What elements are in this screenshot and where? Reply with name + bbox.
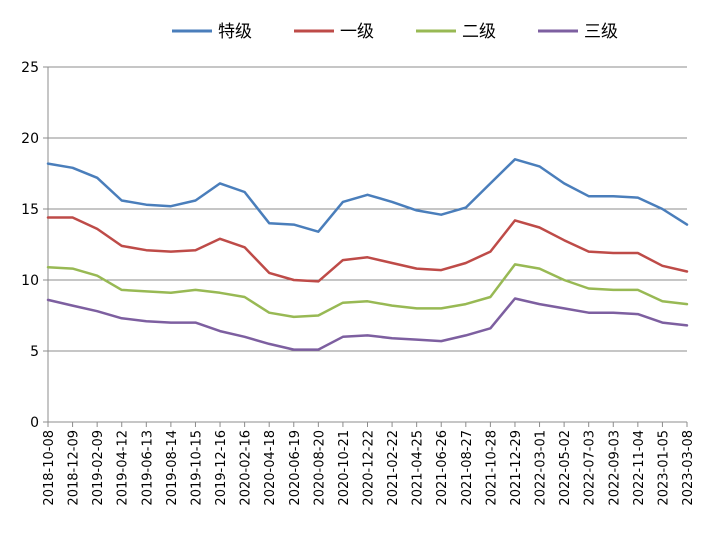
series-line xyxy=(46,297,689,351)
x-tick-label: 2018-12-09 xyxy=(67,430,82,506)
x-tick-label: 2020-04-18 xyxy=(263,430,278,506)
y-tick-label: 5 xyxy=(30,344,39,360)
y-tick-label: 15 xyxy=(21,202,39,218)
x-tick-labels: 2018-10-08 2018-12-09 2019-02-09 2019-04-12… xyxy=(42,430,696,506)
x-tick-label: 2023-03-08 xyxy=(681,430,696,506)
x-tick-label: 2019-08-14 xyxy=(165,430,180,506)
y-tick-label: 10 xyxy=(21,273,39,289)
legend-label: 三级 xyxy=(584,22,618,42)
series-line xyxy=(46,263,689,319)
x-tick-label: 2018-10-08 xyxy=(42,430,57,506)
legend-label: 一级 xyxy=(340,22,374,42)
x-tick-label: 2021-12-29 xyxy=(509,430,524,506)
x-tick-label: 2019-02-09 xyxy=(91,430,106,506)
gridlines xyxy=(48,66,687,352)
x-tick-label: 2022-09-03 xyxy=(607,430,622,506)
legend-label: 特级 xyxy=(218,22,252,42)
y-tick-labels: 0 5 10 15 20 25 xyxy=(21,60,39,431)
x-tick-label: 2022-03-01 xyxy=(534,430,549,506)
y-tick-label: 0 xyxy=(30,415,39,431)
x-tick-label: 2022-11-04 xyxy=(632,430,647,506)
x-tick-label: 2019-10-15 xyxy=(189,430,204,506)
x-tick-label: 2019-06-13 xyxy=(140,430,155,506)
x-tick-label: 2020-12-22 xyxy=(362,430,377,506)
x-tick-label: 2021-10-28 xyxy=(484,430,499,506)
x-tick-label: 2019-12-16 xyxy=(214,430,229,506)
x-tick-label: 2020-06-19 xyxy=(288,430,303,506)
series-line xyxy=(46,158,689,233)
x-tick-label: 2020-10-21 xyxy=(337,430,352,506)
x-tick-label: 2021-02-22 xyxy=(386,430,401,506)
series-lines xyxy=(46,158,689,351)
legend-label: 二级 xyxy=(462,22,496,42)
x-tick-label: 2022-07-03 xyxy=(583,430,598,506)
x-tick-label: 2023-01-05 xyxy=(656,430,671,506)
y-tick-label: 20 xyxy=(21,131,39,147)
x-tick-label: 2022-05-02 xyxy=(558,430,573,506)
x-tick-label: 2021-08-27 xyxy=(460,430,475,506)
axes xyxy=(43,66,688,427)
series-line xyxy=(46,216,689,283)
legend: 特级 一级 二级 三级 xyxy=(172,22,618,42)
x-tick-label: 2020-08-20 xyxy=(312,430,327,506)
x-tick-label: 2021-04-25 xyxy=(411,430,426,506)
x-tick-label: 2020-02-16 xyxy=(239,430,254,506)
y-tick-label: 25 xyxy=(21,60,39,76)
x-tick-label: 2021-06-26 xyxy=(435,430,450,506)
x-tick-label: 2019-04-12 xyxy=(116,430,131,506)
